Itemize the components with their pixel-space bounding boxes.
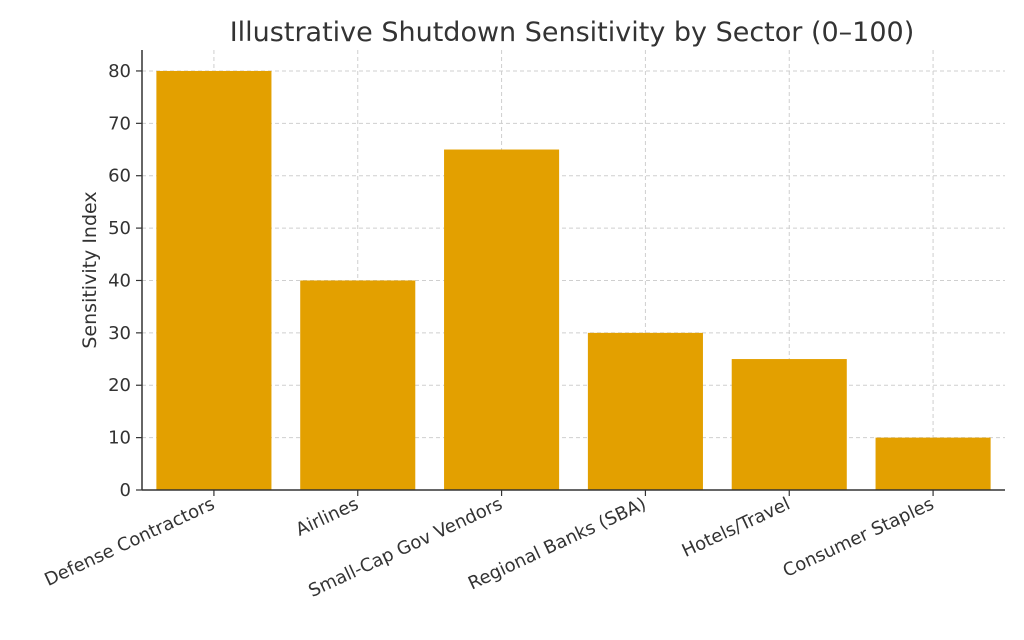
bar	[731, 359, 847, 490]
x-tick-label: Consumer Staples	[780, 493, 937, 581]
y-tick-label: 20	[108, 375, 131, 396]
y-tick-label: 80	[108, 61, 131, 82]
y-tick-label: 50	[108, 218, 131, 239]
bar	[300, 280, 416, 490]
bar-layer	[156, 70, 991, 490]
y-tick-label: 0	[120, 480, 131, 501]
bar	[875, 437, 991, 490]
y-tick-layer: 0 10 20 30 40 50 60 70 80	[108, 61, 142, 501]
bar	[587, 332, 703, 490]
y-tick-label: 30	[108, 323, 131, 344]
y-axis-label: Sensitivity Index	[79, 191, 101, 348]
y-tick-label: 60	[108, 166, 131, 187]
bar	[156, 70, 272, 490]
x-tick-label: Defense Contractors	[41, 493, 218, 590]
y-tick-label: 10	[108, 428, 131, 449]
bar	[444, 149, 560, 490]
chart-title: Illustrative Shutdown Sensitivity by Sec…	[230, 17, 915, 48]
y-tick-label: 40	[108, 270, 131, 291]
x-tick-label: Airlines	[293, 493, 362, 540]
x-tick-label: Hotels/Travel	[679, 493, 794, 561]
y-tick-label: 70	[108, 113, 131, 134]
